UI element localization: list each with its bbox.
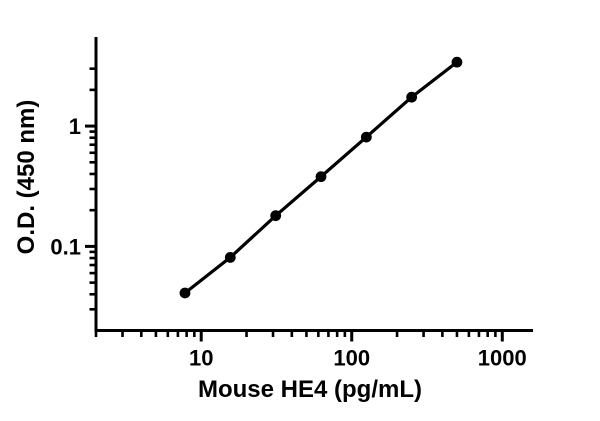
y-axis-title: O.D. (450 nm)	[13, 100, 40, 255]
data-point	[270, 210, 282, 222]
data-point	[406, 91, 418, 103]
data-point	[224, 252, 236, 263]
data-point	[451, 56, 463, 68]
x-tick-label: 100	[333, 346, 370, 371]
x-axis-title: Mouse HE4 (pg/mL)	[198, 376, 422, 403]
x-tick-label: 1000	[478, 346, 527, 371]
chart-generated-layer: 10 100 1000 0.1 1	[50, 37, 533, 371]
data-point	[315, 171, 327, 183]
x-tick-label: 10	[189, 346, 213, 371]
data-point	[179, 287, 191, 299]
data-point	[360, 131, 372, 143]
y-tick-label: 0.1	[50, 234, 81, 259]
y-tick-label: 1	[69, 114, 81, 139]
